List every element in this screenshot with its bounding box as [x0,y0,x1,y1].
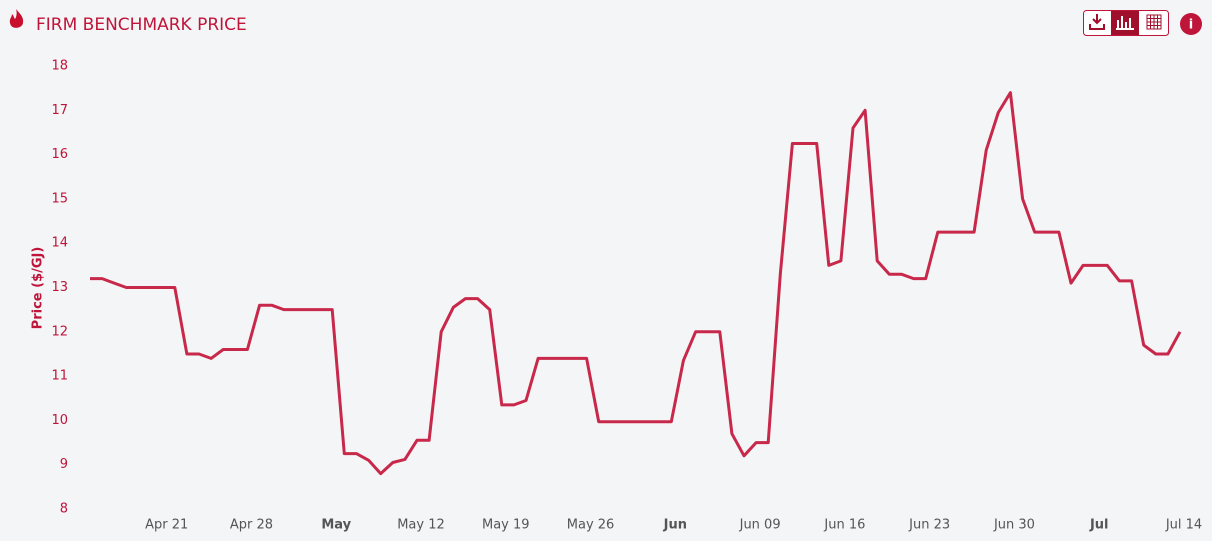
y-tick-label: 16 [51,147,68,162]
price-line [90,91,1182,476]
x-tick-label: Jun [663,518,687,533]
chart-title: FIRM BENCHMARK PRICE [36,15,247,35]
y-tick-label: 8 [60,502,68,517]
x-tick-label: May 19 [482,518,530,533]
chart-view-icon [1116,16,1134,30]
x-tick-label: May 26 [567,518,615,533]
x-tick-label: Jun 23 [908,518,950,533]
x-tick-label: Apr 21 [145,518,188,533]
flame-icon [9,9,24,28]
y-tick-label: 9 [60,457,68,472]
info-icon: i [1189,18,1193,33]
y-tick-label: 14 [51,236,68,251]
y-tick-label: 13 [51,280,68,295]
y-tick-label: 10 [51,413,68,428]
y-tick-label: 15 [51,191,68,206]
x-tick-label: Apr 28 [230,518,273,533]
y-tick-label: 11 [51,369,68,384]
info-button[interactable] [1180,13,1202,35]
toolbar [1083,10,1169,36]
table-view-button[interactable] [1146,14,1162,30]
x-tick-label: Jun 30 [993,518,1035,533]
x-tick-label: Jun 16 [823,518,865,533]
x-tick-label: May [321,518,351,533]
x-tick-label: May 12 [397,518,445,533]
x-tick-label: Jul [1089,518,1109,533]
y-tick-label: 12 [51,324,68,339]
x-tick-label: Jul 14 [1165,518,1202,533]
y-tick-label: 18 [51,59,68,74]
y-tick-label: 17 [51,103,68,118]
download-button[interactable] [1089,14,1105,30]
y-axis-label: Price ($/GJ) [31,247,46,330]
x-tick-label: Jun 09 [739,518,781,533]
